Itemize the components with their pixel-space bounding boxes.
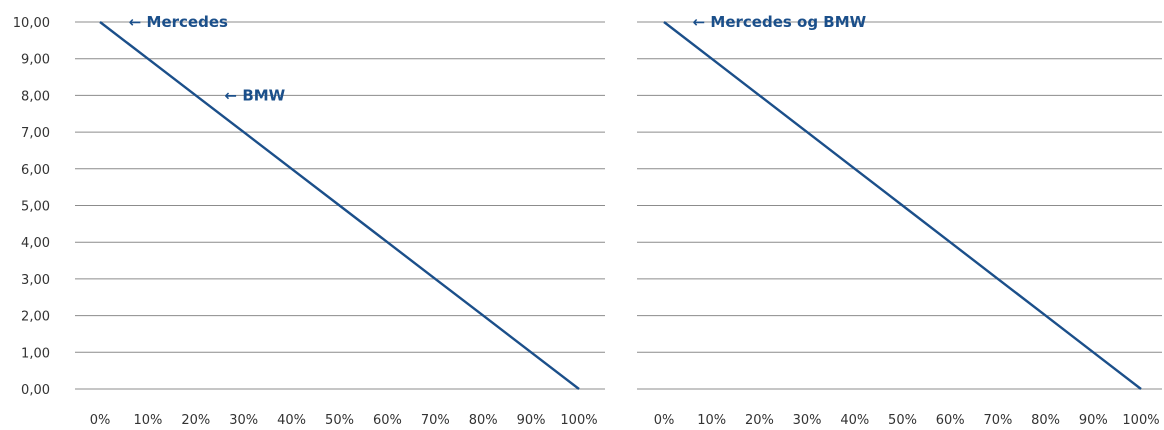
chart1-x-tick-label: 30% [229, 413, 258, 428]
chart2-x-tick-label: 10% [697, 413, 726, 428]
chart1-x-tick-label: 20% [181, 413, 210, 428]
chart1-y-tick-label: 6,00 [21, 163, 50, 178]
chart1-x-tick-label: 50% [325, 413, 354, 428]
chart2-x-tick-label: 0% [654, 413, 675, 428]
chart1-x-tick-label: 60% [373, 413, 402, 428]
chart1-y-tick-label: 9,00 [21, 53, 50, 68]
chart2-x-tick-label: 90% [1079, 413, 1108, 428]
chart1-x-tick-label: 100% [560, 413, 597, 428]
chart1-y-tick-label: 0,00 [21, 383, 50, 398]
chart1-y-tick-label: 1,00 [21, 346, 50, 361]
chart2-x-tick-label: 50% [888, 413, 917, 428]
chart1-y-tick-label: 4,00 [21, 236, 50, 251]
chart1-x-tick-label: 70% [421, 413, 450, 428]
chart1-x-tick-label: 10% [133, 413, 162, 428]
chart1-y-tick-label: 3,00 [21, 273, 50, 288]
chart2-x-tick-label: 80% [1031, 413, 1060, 428]
chart1-x-tick-label: 40% [277, 413, 306, 428]
chart2-x-tick-label: 100% [1122, 413, 1159, 428]
chart2-x-tick-label: 20% [745, 413, 774, 428]
chart2-x-tick-label: 40% [840, 413, 869, 428]
chart1-x-tick-label: 80% [469, 413, 498, 428]
chart1-annotation-2: ← BMW [225, 86, 286, 104]
chart1-y-tick-label: 2,00 [21, 310, 50, 325]
chart1-y-tick-label: 8,00 [21, 89, 50, 104]
chart1-y-tick-label: 7,00 [21, 126, 50, 141]
chart2-annotation-1: ← Mercedes og BMW [693, 13, 867, 31]
chart1-x-tick-label: 90% [517, 413, 546, 428]
chart1-y-tick-label: 10,00 [13, 16, 50, 31]
chart1-series-line-1 [99, 21, 580, 390]
chart2-series-line-1 [663, 21, 1142, 390]
chart2-x-tick-label: 70% [983, 413, 1012, 428]
chart1-x-tick-label: 0% [90, 413, 111, 428]
chart1-y-tick-label: 5,00 [21, 200, 50, 215]
chart2-x-tick-label: 30% [793, 413, 822, 428]
chart2-x-tick-label: 60% [936, 413, 965, 428]
chart1-annotation-1: ← Mercedes [129, 13, 228, 31]
